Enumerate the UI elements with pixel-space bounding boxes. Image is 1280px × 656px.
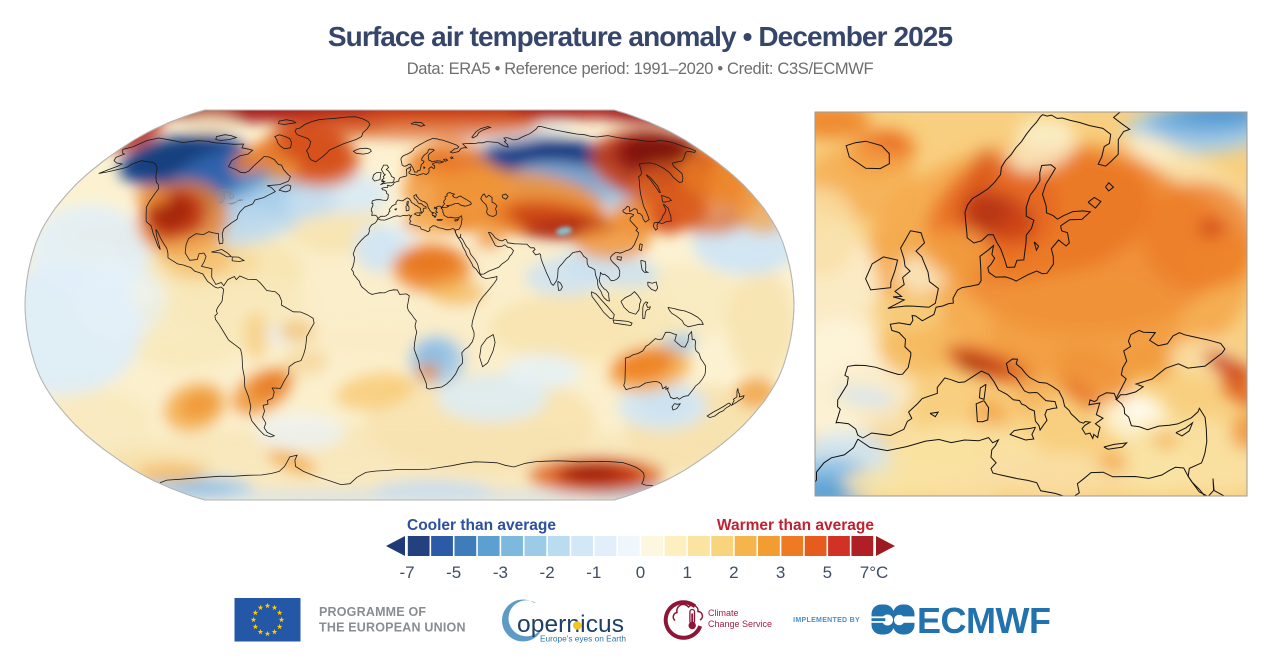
svg-text:Change Service: Change Service (708, 619, 772, 629)
svg-text:THE EUROPEAN UNION: THE EUROPEAN UNION (319, 621, 466, 635)
svg-text:-2: -2 (540, 563, 555, 582)
svg-text:-5: -5 (446, 563, 461, 582)
svg-text:Climate: Climate (708, 608, 739, 618)
svg-text:7°C: 7°C (860, 563, 889, 582)
svg-text:-7: -7 (399, 563, 414, 582)
svg-text:Cooler than average: Cooler than average (407, 517, 556, 534)
svg-text:opernicus: opernicus (517, 611, 624, 638)
svg-text:-3: -3 (493, 563, 508, 582)
svg-text:5: 5 (823, 563, 832, 582)
svg-text:-1: -1 (586, 563, 601, 582)
svg-text:Warmer than average: Warmer than average (717, 517, 874, 534)
svg-text:PROGRAMME OF: PROGRAMME OF (319, 605, 426, 619)
svg-text:ECMWF: ECMWF (917, 600, 1050, 641)
svg-text:0: 0 (636, 563, 645, 582)
svg-text:3: 3 (776, 563, 785, 582)
svg-text:IMPLEMENTED BY: IMPLEMENTED BY (793, 617, 860, 624)
svg-text:Europe's eyes on Earth: Europe's eyes on Earth (540, 634, 626, 644)
svg-text:2: 2 (729, 563, 738, 582)
svg-text:1: 1 (682, 563, 691, 582)
